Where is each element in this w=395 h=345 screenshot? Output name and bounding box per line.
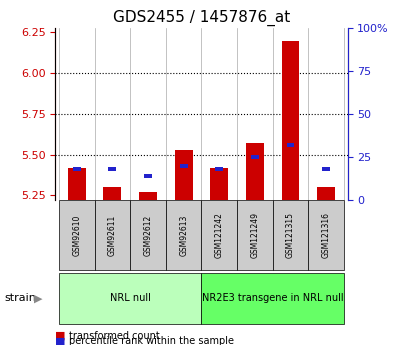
Bar <box>144 174 152 178</box>
Text: NR2E3 transgene in NRL null: NR2E3 transgene in NRL null <box>202 293 344 303</box>
Bar <box>282 41 299 200</box>
Bar <box>139 192 157 200</box>
Bar <box>103 187 121 200</box>
Bar <box>211 168 228 200</box>
Text: strain: strain <box>4 294 36 303</box>
Text: GSM92613: GSM92613 <box>179 215 188 256</box>
Title: GDS2455 / 1457876_at: GDS2455 / 1457876_at <box>113 10 290 26</box>
Bar <box>175 150 192 200</box>
FancyBboxPatch shape <box>94 200 130 270</box>
Bar <box>73 167 81 171</box>
Bar <box>68 168 86 200</box>
FancyBboxPatch shape <box>166 200 201 270</box>
FancyBboxPatch shape <box>308 200 344 270</box>
Text: GSM92611: GSM92611 <box>108 215 117 256</box>
FancyBboxPatch shape <box>273 200 308 270</box>
Bar <box>180 164 188 168</box>
Bar <box>215 167 223 171</box>
Text: GSM92610: GSM92610 <box>72 215 81 256</box>
Bar <box>317 187 335 200</box>
Text: ▶: ▶ <box>34 294 42 304</box>
Text: ■: ■ <box>55 336 66 345</box>
FancyBboxPatch shape <box>237 200 273 270</box>
Text: GSM121316: GSM121316 <box>322 212 331 258</box>
FancyBboxPatch shape <box>201 273 344 324</box>
Text: NRL null: NRL null <box>110 293 150 303</box>
Text: GSM121242: GSM121242 <box>215 212 224 258</box>
Text: percentile rank within the sample: percentile rank within the sample <box>69 336 234 345</box>
FancyBboxPatch shape <box>201 200 237 270</box>
Text: ■: ■ <box>55 331 66 341</box>
Bar <box>246 143 264 200</box>
FancyBboxPatch shape <box>59 200 94 270</box>
Text: transformed count: transformed count <box>69 331 160 341</box>
Bar <box>322 167 330 171</box>
Bar <box>108 167 116 171</box>
Text: GSM121249: GSM121249 <box>250 212 260 258</box>
Bar <box>251 155 259 159</box>
FancyBboxPatch shape <box>130 200 166 270</box>
Bar <box>287 143 295 147</box>
FancyBboxPatch shape <box>59 273 201 324</box>
Text: GSM92612: GSM92612 <box>143 215 152 256</box>
Text: GSM121315: GSM121315 <box>286 212 295 258</box>
